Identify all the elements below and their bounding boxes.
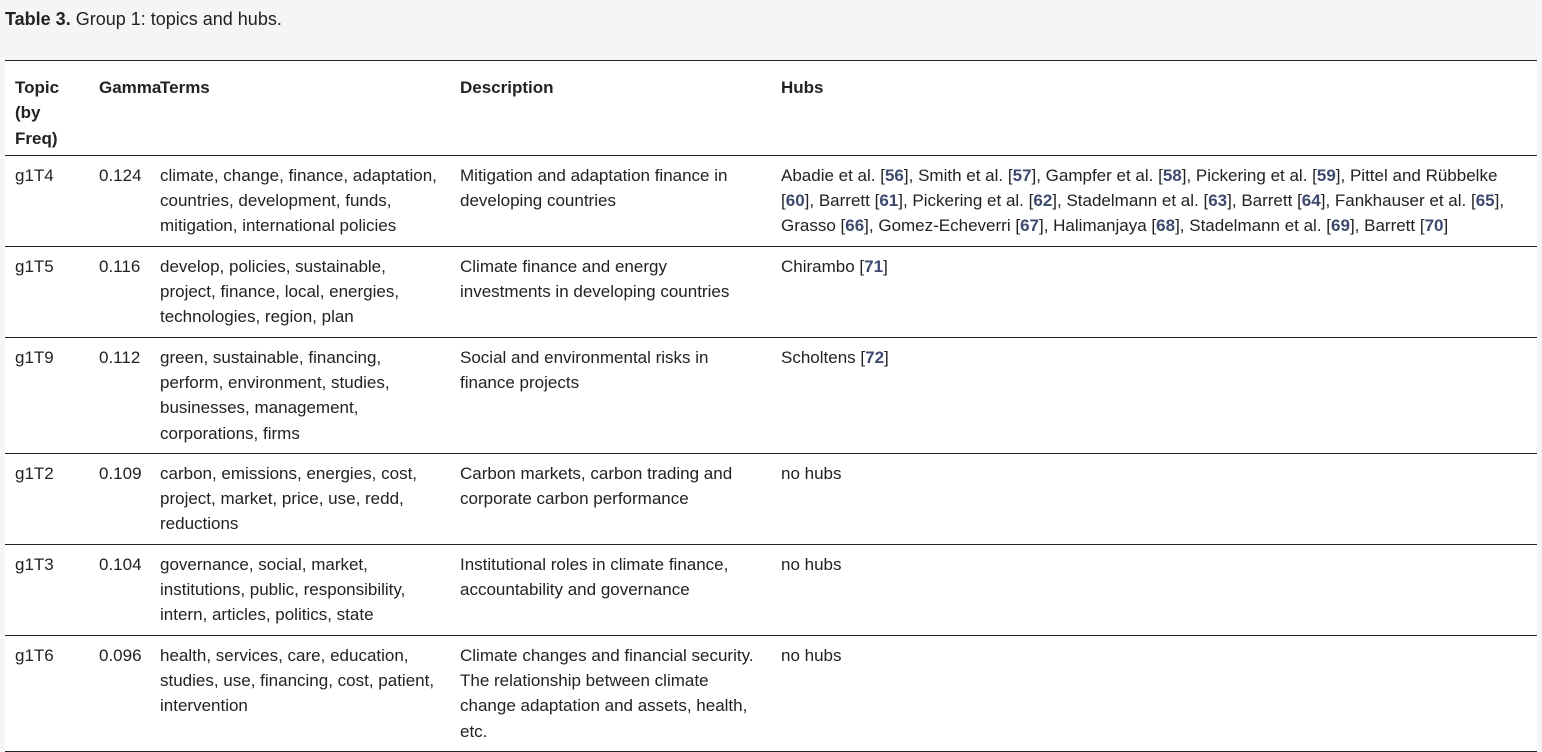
hub-name: Halimanjaya: [1053, 216, 1147, 236]
description-cell: Climate finance and energy investments i…: [460, 256, 730, 302]
reference-link[interactable]: 63: [1208, 191, 1228, 211]
description-cell: Institutional roles in climate finance, …: [460, 554, 729, 600]
header-description: Description: [460, 78, 554, 97]
hub-name: Chirambo: [781, 256, 855, 276]
header-topic-line2: (by Freq): [15, 103, 58, 148]
gamma-cell: 0.096: [99, 645, 142, 665]
hubs-cell: Abadie et al. [56], Smith et al. [57], G…: [781, 165, 1505, 236]
hub-name: Gomez-Echeverri: [878, 216, 1011, 236]
header-topic-line1: Topic: [15, 78, 60, 97]
topic-cell: g1T5: [15, 256, 54, 276]
table-caption: Table 3. Group 1: topics and hubs.: [5, 8, 282, 30]
header-topic: Topic (by Freq): [5, 61, 89, 156]
hub-name: Scholtens: [781, 347, 856, 367]
gamma-cell: 0.104: [99, 554, 142, 574]
reference-link[interactable]: 61: [879, 191, 899, 211]
hub-name: Smith et al.: [918, 165, 1004, 185]
topic-cell: g1T9: [15, 347, 54, 367]
header-terms: Terms: [160, 78, 210, 97]
header-row: Topic (by Freq) Gamma Terms Description H…: [5, 60, 1537, 156]
reference-link[interactable]: 59: [1316, 165, 1336, 185]
terms-cell: develop, policies, sustainable, project,…: [160, 256, 400, 327]
description-cell: Carbon markets, carbon trading and corpo…: [460, 463, 733, 509]
topic-cell: g1T4: [15, 165, 54, 185]
reference-link[interactable]: 66: [845, 216, 865, 236]
hub-name: Stadelmann et al.: [1066, 191, 1199, 211]
topic-cell: g1T3: [15, 554, 54, 574]
table-row: g1T3 0.104 governance, social, market, ins…: [5, 544, 1537, 636]
hubs-cell: no hubs: [781, 463, 842, 483]
terms-cell: carbon, emissions, energies, cost, proje…: [160, 463, 418, 534]
table-row: g1T4 0.124 climate, change, finance, adapt…: [5, 155, 1537, 247]
hubs-cell: Scholtens [72]: [781, 347, 889, 367]
table-row: g1T5 0.116 develop, policies, sustainable,…: [5, 246, 1537, 338]
reference-link[interactable]: 64: [1301, 191, 1321, 211]
gamma-cell: 0.112: [99, 347, 141, 367]
terms-cell: health, services, care, education, studi…: [160, 645, 435, 716]
description-cell: Social and environmental risks in financ…: [460, 347, 709, 392]
hub-name: Gampfer et al.: [1045, 165, 1154, 185]
topics-table: Topic (by Freq) Gamma Terms Description H…: [5, 60, 1537, 752]
reference-link[interactable]: 57: [1012, 165, 1032, 185]
hub-name: Barrett: [1241, 191, 1293, 211]
reference-link[interactable]: 70: [1424, 216, 1444, 236]
header-gamma: Gamma: [99, 78, 162, 97]
gamma-cell: 0.116: [99, 256, 141, 276]
hub-name: Barrett: [818, 191, 870, 211]
caption-label: Table 3.: [5, 9, 71, 29]
reference-link[interactable]: 62: [1033, 191, 1053, 211]
hubs-cell: no hubs: [781, 645, 842, 665]
gamma-cell: 0.124: [99, 165, 142, 185]
hub-name: Stadelmann et al.: [1189, 216, 1322, 236]
table-container: Topic (by Freq) Gamma Terms Description H…: [5, 60, 1537, 752]
hubs-cell: no hubs: [781, 554, 842, 574]
reference-link[interactable]: 68: [1156, 216, 1176, 236]
reference-link[interactable]: 58: [1162, 165, 1182, 185]
terms-cell: climate, change, finance, adaptation, co…: [160, 165, 437, 236]
hub-name: Abadie et al.: [781, 165, 876, 185]
gamma-cell: 0.109: [99, 463, 142, 483]
hub-name: Fankhauser et al.: [1334, 191, 1467, 211]
hub-name: Pickering et al.: [912, 191, 1024, 211]
reference-link[interactable]: 67: [1020, 216, 1039, 236]
reference-link[interactable]: 56: [884, 165, 904, 185]
hub-name: Grasso: [781, 216, 836, 236]
topic-cell: g1T6: [15, 645, 54, 665]
reference-link[interactable]: 60: [785, 191, 805, 211]
table-row: g1T2 0.109 carbon, emissions, energies, co…: [5, 453, 1537, 545]
table-row: g1T6 0.096 health, services, care, educati…: [5, 635, 1537, 752]
reference-link[interactable]: 69: [1331, 216, 1350, 236]
reference-link[interactable]: 71: [864, 256, 884, 276]
hub-name: Barrett: [1364, 216, 1416, 236]
description-cell: Mitigation and adaptation finance in dev…: [460, 165, 728, 211]
table-row: g1T9 0.112 green, sustainable, financing, …: [5, 337, 1537, 454]
hub-name: Pickering et al.: [1195, 165, 1308, 185]
terms-cell: governance, social, market, institutions…: [160, 554, 406, 625]
hubs-cell: Chirambo [71]: [781, 256, 888, 276]
reference-link[interactable]: 65: [1475, 191, 1495, 211]
terms-cell: green, sustainable, financing, perform, …: [160, 347, 390, 443]
header-hubs: Hubs: [781, 78, 824, 97]
reference-link[interactable]: 72: [865, 347, 885, 367]
hub-name: Pittel and Rübbelke: [1349, 165, 1498, 185]
topic-cell: g1T2: [15, 463, 54, 483]
caption-text: Group 1: topics and hubs.: [70, 9, 282, 29]
description-cell: Climate changes and financial security. …: [460, 645, 754, 741]
